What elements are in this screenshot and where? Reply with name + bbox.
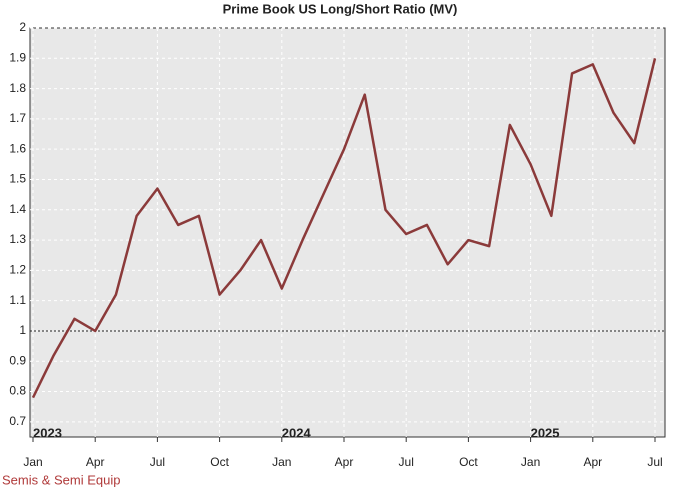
x-tick-label: Apr [86,455,105,469]
x-tick-label: Apr [583,455,602,469]
y-tick-label: 0.8 [9,384,26,398]
year-label: 2024 [282,425,312,440]
y-tick-label: 1.3 [9,232,26,246]
y-tick-label: 1.2 [9,263,26,277]
y-tick-label: 0.9 [9,353,26,367]
data-line [31,57,657,399]
x-tick-label: Jan [272,455,291,469]
y-tick-label: 1.7 [9,111,26,125]
y-tick-label: 1.4 [9,202,26,216]
x-tick-label: Apr [335,455,354,469]
x-tick-label: Oct [459,455,478,469]
footer: Semis & Semi Equip [2,472,121,487]
plot-area [29,27,666,438]
y-tick-label: 1.6 [9,141,26,155]
year-label: 2023 [33,425,62,440]
y-tick-label: 1 [19,323,26,337]
x-tick-label: Jan [521,455,540,469]
y-tick-label: 1.1 [9,293,26,307]
chart-title: Prime Book US Long/Short Ratio (MV) [223,1,458,16]
x-tick-label: Jan [23,455,42,469]
y-tick-label: 2 [19,20,26,34]
x-tick-label: Oct [210,455,229,469]
year-label: 2025 [531,425,560,440]
y-tick-label: 0.7 [9,414,26,428]
y-tick-label: 1.8 [9,81,26,95]
y-tick-label: 1.9 [9,50,26,64]
x-tick-label: Jul [150,455,165,469]
x-tick-label: Jul [399,455,414,469]
x-tick-label: Jul [647,455,662,469]
y-tick-label: 1.5 [9,172,26,186]
